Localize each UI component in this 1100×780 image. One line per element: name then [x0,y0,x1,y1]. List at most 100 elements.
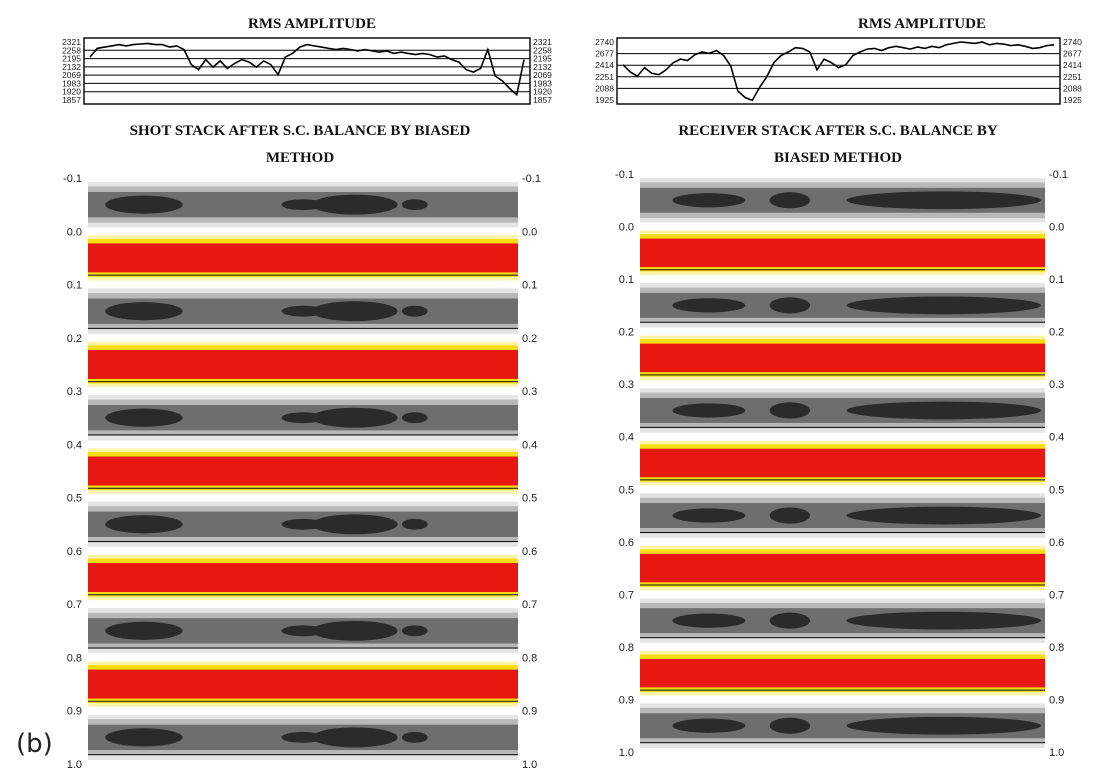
rms-ytick-left: 1983 [62,78,81,88]
time-tick-right: 0.3 [522,386,537,398]
dark-amplitude-zone [769,297,811,314]
rms-ytick-left: 2069 [62,70,81,80]
red-amplitude-band [640,440,1045,486]
red-amplitude-band [88,554,518,601]
rms-ytick-left: 1857 [62,95,81,105]
time-tick-left: 0.6 [619,537,634,549]
dark-amplitude-zone [105,302,183,321]
time-tick-right: 0.7 [522,599,537,611]
time-tick-left: 0.1 [67,280,82,292]
dark-amplitude-zone [311,301,398,322]
time-tick-right: 0.6 [1049,537,1064,549]
rms-ytick-right: 2740 [1063,37,1082,47]
time-tick-left: 0.8 [67,652,82,664]
time-tick-left: 0.5 [67,493,82,505]
time-tick-left: 0.4 [67,439,82,451]
gray-amplitude-band [640,703,1045,748]
gray-amplitude-band [640,598,1045,643]
time-tick-right: 0.0 [522,226,537,238]
dark-amplitude-zone [769,192,811,209]
dark-amplitude-zone [105,515,183,534]
rms-series-line [622,41,1055,102]
dark-amplitude-zone [846,716,1041,735]
dark-amplitude-zone [672,403,746,418]
time-tick-right: 0.6 [522,546,537,558]
dark-amplitude-zone [769,612,811,629]
rms-amplitude-chart-shot: RMS AMPLITUDE 23212258219521322069198319… [62,16,552,105]
time-tick-left: 1.0 [67,759,82,771]
gray-amplitude-band [88,714,518,760]
section-title-line-1: RECEIVER STACK AFTER S.C. BALANCE BY [678,123,998,139]
time-tick-left: 0.1 [619,274,634,286]
time-tick-right: 1.0 [1049,747,1064,759]
gray-amplitude-band [88,288,518,334]
rms-series-line [89,42,525,97]
red-amplitude-band [640,650,1045,696]
band-red-core [88,456,518,486]
gray-amplitude-band [640,283,1045,328]
rms-ytick-left: 2195 [62,54,81,64]
time-tick-left: 0.4 [619,432,634,444]
dark-amplitude-zone [105,408,183,427]
time-tick-right: 0.5 [522,493,537,505]
dark-amplitude-zone [769,402,811,419]
time-tick-right: 1.0 [522,759,537,771]
red-amplitude-band [640,335,1045,381]
rms-ytick-right: 2677 [1063,49,1082,59]
time-tick-left: 0.6 [67,546,82,558]
rms-ytick-right: 1925 [1063,95,1082,105]
dark-amplitude-zone [769,717,811,734]
time-tick-left: 0.3 [67,386,82,398]
dark-amplitude-zone [846,506,1041,525]
rms-ytick-right: 2414 [1063,60,1082,70]
rms-ytick-right: 2088 [1063,83,1082,93]
time-tick-left: 0.2 [619,327,634,339]
dark-amplitude-zone [672,718,746,733]
time-tick-left: 0.0 [619,222,634,234]
time-tick-left: 0.7 [619,589,634,601]
time-tick-right: 0.4 [522,439,537,451]
dark-amplitude-zone [769,507,811,524]
dark-amplitude-zone [311,620,398,641]
dark-amplitude-zone [846,191,1041,210]
time-tick-left: 0.2 [67,333,82,345]
rms-ytick-right: 2195 [533,54,552,64]
section-title-line-1: SHOT STACK AFTER S.C. BALANCE BY BIASED [130,123,471,139]
time-tick-right: 0.1 [522,280,537,292]
panel-label: (b) [16,729,53,759]
red-amplitude-band [640,545,1045,591]
rms-ytick-right: 2251 [1063,72,1082,82]
time-tick-left: 0.3 [619,379,634,391]
time-tick-right: -0.1 [522,173,541,185]
gray-amplitude-band [640,178,1045,223]
rms-ytick-right: 2258 [533,45,552,55]
rms-ytick-right: 2132 [533,62,552,72]
band-red-core [640,238,1045,268]
time-tick-left: 0.0 [67,226,82,238]
section-title-line-2: BIASED METHOD [774,150,902,166]
dark-amplitude-zone [401,305,428,317]
rms-plot-frame [616,37,1061,105]
gray-amplitude-band [88,608,518,654]
dark-amplitude-zone [846,401,1041,420]
gray-amplitude-band [640,493,1045,538]
time-tick-right: 0.8 [1049,642,1064,654]
rms-ytick-left: 2258 [62,45,81,55]
dark-amplitude-zone [401,199,428,211]
band-red-core [88,243,518,273]
time-tick-right: 0.0 [1049,222,1064,234]
red-amplitude-band [88,448,518,494]
rms-chart-title: RMS AMPLITUDE [858,16,986,32]
rms-chart-title: RMS AMPLITUDE [248,16,376,32]
band-red-core [640,343,1045,373]
rms-ytick-right: 1983 [533,78,552,88]
time-tick-right: 0.4 [1049,432,1064,444]
rms-ytick-left: 1920 [62,87,81,97]
dark-amplitude-zone [846,611,1041,630]
gray-amplitude-band [640,388,1045,433]
rms-ytick-left: 2414 [595,60,614,70]
time-tick-right: 0.3 [1049,379,1064,391]
time-tick-left: 1.0 [619,747,634,759]
